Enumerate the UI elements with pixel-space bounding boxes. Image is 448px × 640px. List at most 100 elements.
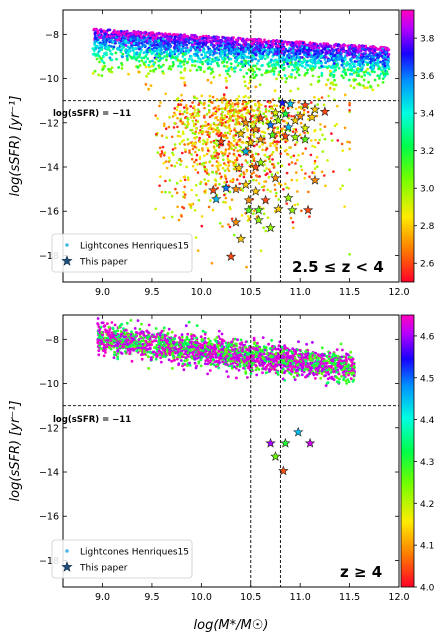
background-point <box>291 130 295 133</box>
background-point <box>188 149 191 152</box>
background-point <box>225 180 229 183</box>
background-point <box>236 121 240 124</box>
background-point <box>380 54 384 58</box>
background-point <box>237 144 241 147</box>
background-point <box>267 39 271 43</box>
background-point <box>290 44 294 48</box>
star-marker <box>235 233 247 244</box>
background-point <box>263 131 267 134</box>
background-point <box>103 64 107 68</box>
background-point <box>186 142 190 146</box>
background-point <box>154 207 157 211</box>
background-point <box>172 153 175 157</box>
background-point <box>175 161 179 165</box>
background-point <box>308 175 311 178</box>
background-point <box>207 40 211 43</box>
background-point <box>97 353 101 357</box>
background-point <box>213 48 217 51</box>
background-point <box>360 68 364 72</box>
background-point <box>196 46 199 49</box>
background-point <box>158 104 161 108</box>
background-point <box>274 49 277 53</box>
background-point <box>211 95 215 99</box>
background-point <box>181 52 185 56</box>
background-point <box>357 45 361 49</box>
background-point <box>146 57 150 61</box>
background-point <box>269 142 272 145</box>
star-marker <box>267 129 278 140</box>
background-point <box>228 190 232 194</box>
background-point <box>245 170 249 173</box>
background-point <box>165 50 169 54</box>
background-point <box>233 128 236 132</box>
background-point <box>198 60 202 64</box>
background-point <box>147 72 150 75</box>
background-point <box>113 323 117 327</box>
panel-top: 9.0 9.5 10.0 10.5 11.0 11.5 12.0−8−10−12−14−16… <box>8 9 435 298</box>
background-point <box>292 127 296 131</box>
background-point <box>193 111 196 114</box>
background-point <box>121 38 125 42</box>
background-point <box>170 164 173 167</box>
background-point <box>159 36 163 39</box>
background-point <box>221 52 225 56</box>
background-point <box>250 122 254 126</box>
background-point <box>293 378 297 381</box>
background-point <box>186 48 190 52</box>
background-point <box>185 104 188 107</box>
background-point <box>196 171 200 174</box>
background-point <box>194 236 198 239</box>
background-point <box>212 130 215 133</box>
background-point <box>384 50 388 54</box>
background-point <box>104 32 108 36</box>
background-point <box>171 148 175 151</box>
background-point <box>348 45 352 49</box>
background-point <box>209 199 212 202</box>
background-point <box>114 31 117 34</box>
background-point <box>181 55 185 58</box>
background-point <box>352 52 356 56</box>
background-point <box>178 112 182 116</box>
background-point <box>243 59 247 62</box>
background-point <box>272 119 276 123</box>
background-point <box>212 75 216 79</box>
background-point <box>330 73 333 76</box>
background-point <box>226 110 230 113</box>
background-point <box>237 95 241 98</box>
background-point <box>240 214 244 217</box>
background-point <box>173 36 177 40</box>
background-point <box>303 51 306 54</box>
background-point <box>202 41 205 45</box>
background-point <box>272 166 276 169</box>
star-marker <box>253 214 264 225</box>
background-point <box>275 62 279 66</box>
background-point <box>303 53 306 56</box>
background-point <box>159 154 163 158</box>
background-point <box>352 86 356 90</box>
background-point <box>204 37 208 40</box>
background-point <box>277 182 281 185</box>
background-point <box>100 29 103 33</box>
background-point <box>155 343 159 347</box>
background-point <box>194 168 197 171</box>
background-point <box>329 54 333 58</box>
background-point <box>252 212 255 216</box>
background-point <box>297 106 301 109</box>
background-point <box>177 158 181 161</box>
background-point <box>254 152 258 156</box>
background-point <box>302 111 306 115</box>
background-point <box>266 48 270 52</box>
star-marker <box>225 251 237 261</box>
background-point <box>139 51 142 55</box>
background-point <box>129 31 133 35</box>
background-point <box>248 63 251 67</box>
background-point <box>172 126 176 129</box>
background-point <box>350 72 354 76</box>
background-point <box>274 194 278 198</box>
background-point <box>256 107 260 110</box>
star-marker <box>240 117 252 128</box>
background-point <box>179 179 182 182</box>
background-point <box>254 39 258 43</box>
background-point <box>316 103 320 106</box>
background-point <box>289 155 293 159</box>
